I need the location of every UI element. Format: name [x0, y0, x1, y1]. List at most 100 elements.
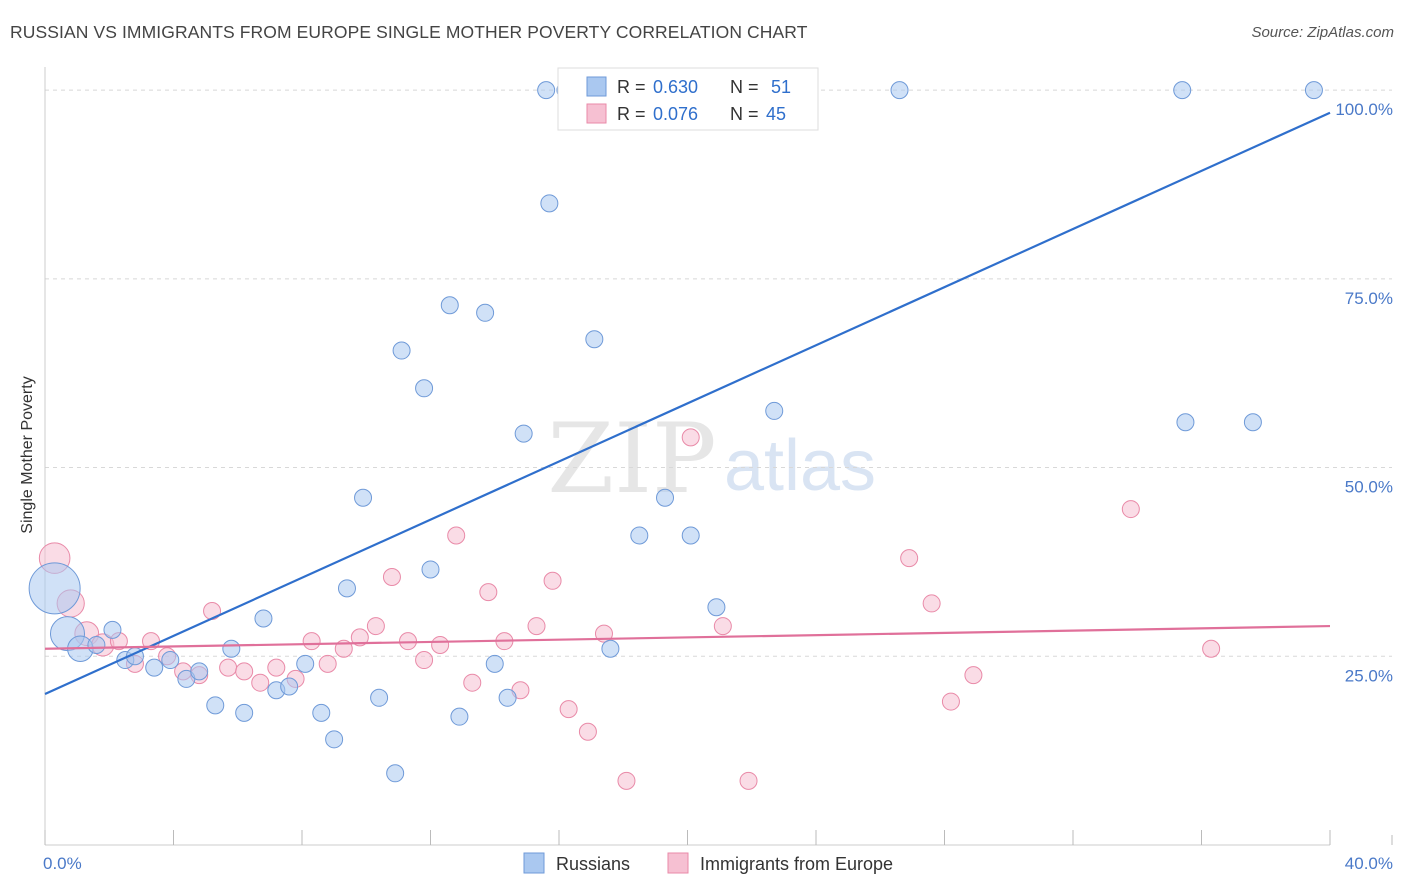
russians-point: [254, 609, 273, 628]
russians-point: [498, 688, 517, 707]
immigrants-point: [366, 617, 385, 636]
immigrants-point: [900, 549, 919, 568]
y-tick-label-75: 75.0%: [1345, 289, 1393, 308]
immigrants-point: [1121, 500, 1140, 519]
russians-point: [476, 303, 495, 322]
russians-point: [161, 651, 180, 670]
russians-point: [296, 654, 315, 673]
immigrants-point: [479, 583, 498, 602]
russians-point: [103, 620, 122, 639]
russians-point: [765, 401, 784, 420]
russians-point: [392, 341, 411, 360]
stats-legend: R = 0.630 N = 51 R = 0.076 N = 45: [557, 67, 819, 131]
russians-point: [415, 379, 434, 398]
stats-r-label-2: R =: [617, 104, 646, 124]
russians-point: [145, 658, 164, 677]
series-legend: Russians Immigrants from Europe: [523, 852, 893, 874]
immigrants-point: [318, 654, 337, 673]
axes: [44, 67, 1393, 846]
russians-point: [337, 579, 356, 598]
immigrants-point: [941, 692, 960, 711]
stats-n-value-2: 45: [766, 104, 786, 124]
y-tick-label-100: 100.0%: [1335, 100, 1393, 119]
watermark-atlas: atlas: [724, 426, 876, 506]
russians-point: [312, 703, 331, 722]
immigrants-point: [219, 658, 238, 677]
russians-point: [28, 562, 81, 615]
russians-point: [1304, 81, 1323, 100]
russians-point: [421, 560, 440, 579]
stats-swatch-russians: [586, 76, 607, 97]
legend-label-immigrants: Immigrants from Europe: [700, 854, 893, 874]
watermark-zip: ZIP: [547, 403, 716, 515]
immigrants-point: [431, 635, 450, 654]
russians-point: [235, 703, 254, 722]
stats-r-value-2: 0.076: [653, 104, 698, 124]
immigrants-point: [922, 594, 941, 613]
gridlines: [45, 89, 1392, 657]
immigrants-point: [415, 651, 434, 670]
stats-swatch-immigrants: [586, 103, 607, 124]
immigrants-point: [251, 673, 270, 692]
immigrants-point: [713, 617, 732, 636]
immigrants-point: [578, 722, 597, 741]
russians-point: [540, 194, 559, 213]
chart-title: RUSSIAN VS IMMIGRANTS FROM EUROPE SINGLE…: [10, 22, 808, 42]
russians-point: [222, 639, 241, 658]
immigrants-trend-line: [44, 624, 1331, 650]
russians-point: [370, 688, 389, 707]
immigrants-point: [527, 617, 546, 636]
russians-point: [1243, 413, 1262, 432]
y-tick-label-25: 25.0%: [1345, 666, 1393, 685]
immigrants-point: [267, 658, 286, 677]
russians-point: [585, 330, 604, 349]
immigrants-point: [559, 700, 578, 719]
immigrants-point: [350, 628, 369, 647]
immigrants-point: [681, 428, 700, 447]
stats-r-label-1: R =: [617, 77, 646, 97]
legend-swatch-immigrants: [667, 852, 689, 874]
russians-points: [28, 81, 1323, 783]
russians-trend-line: [44, 111, 1331, 696]
russians-point: [1176, 413, 1195, 432]
stats-n-value-1: 51: [771, 77, 791, 97]
legend-swatch-russians: [523, 852, 545, 874]
immigrants-point: [739, 771, 758, 790]
stats-n-label-1: N =: [730, 77, 759, 97]
russians-point: [707, 598, 726, 617]
russians-point: [440, 296, 459, 315]
russians-point: [325, 730, 344, 749]
y-tick-labels: 25.0% 50.0% 75.0% 100.0%: [1335, 100, 1393, 685]
immigrants-point: [382, 568, 401, 587]
immigrants-point: [543, 571, 562, 590]
y-tick-label-50: 50.0%: [1345, 478, 1393, 497]
stats-r-value-1: 0.630: [653, 77, 698, 97]
x-tick-label-min: 0.0%: [43, 854, 82, 873]
russians-point: [485, 654, 504, 673]
immigrants-point: [964, 666, 983, 685]
russians-point: [1173, 81, 1192, 100]
legend-label-russians: Russians: [556, 854, 630, 874]
russians-point: [386, 764, 405, 783]
russians-point: [514, 424, 533, 443]
russians-point: [890, 81, 909, 100]
immigrants-point: [235, 662, 254, 681]
russians-point: [450, 707, 469, 726]
stats-n-label-2: N =: [730, 104, 759, 124]
immigrants-point: [463, 673, 482, 692]
russians-point: [206, 696, 225, 715]
russians-point: [354, 488, 373, 507]
russians-point: [190, 662, 209, 681]
x-tick-label-max: 40.0%: [1345, 854, 1393, 873]
source-credit: Source: ZipAtlas.com: [1251, 24, 1394, 41]
immigrants-point: [447, 526, 466, 545]
immigrants-point: [1202, 639, 1221, 658]
russians-point: [681, 526, 700, 545]
russians-point: [280, 677, 299, 696]
immigrants-point: [302, 632, 321, 651]
russians-point: [601, 639, 620, 658]
trend-lines: [44, 111, 1331, 696]
russians-point: [630, 526, 649, 545]
immigrants-point: [617, 771, 636, 790]
russians-point: [87, 635, 106, 654]
